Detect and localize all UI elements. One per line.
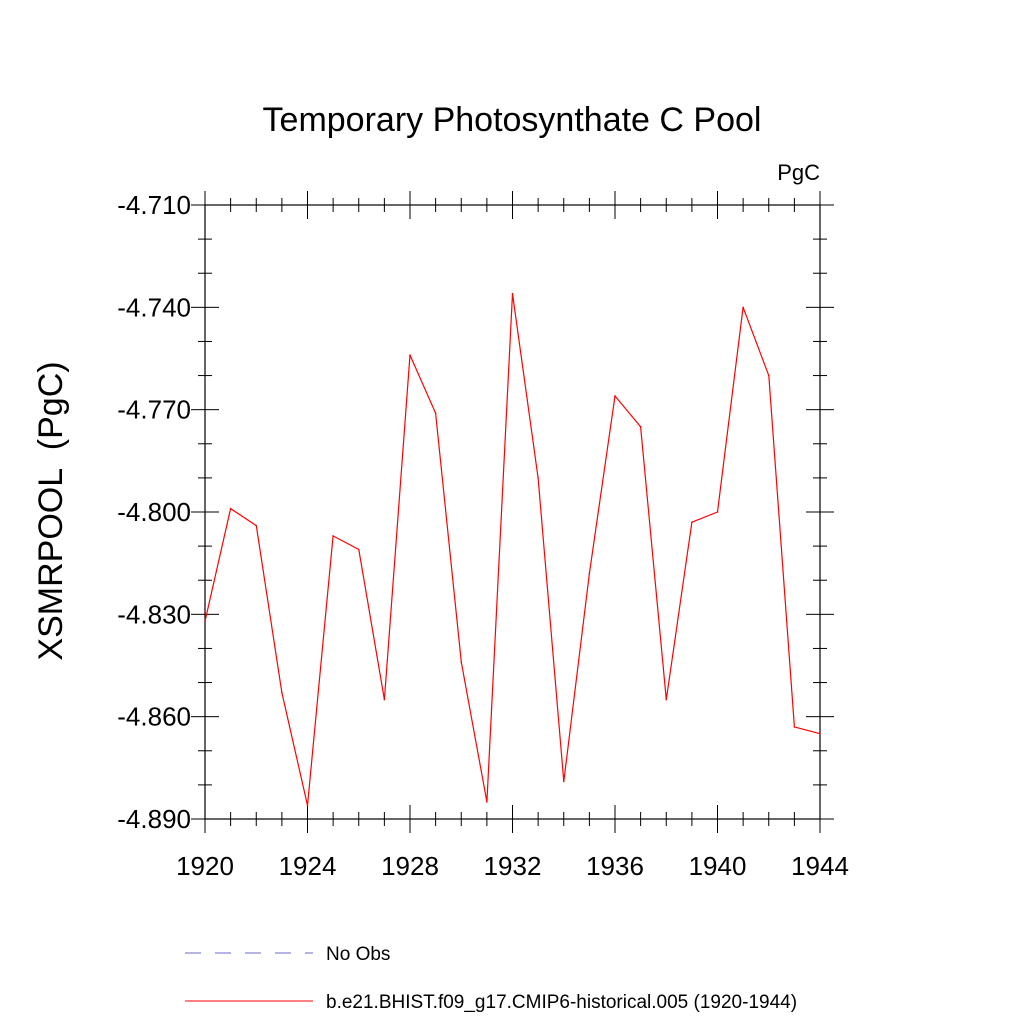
data-point: [306, 804, 309, 807]
y-tick-label: -4.740: [117, 292, 191, 322]
legend: No Obs b.e21.BHIST.f09_g17.CMIP6-historic…: [185, 944, 797, 1013]
data-point: [409, 354, 411, 356]
data-point: [819, 732, 821, 735]
data-point: [665, 698, 668, 701]
y-axis-label: XSMRPOOL (PgC): [32, 361, 70, 660]
x-tick-label: 1928: [381, 851, 439, 881]
data-point: [537, 477, 539, 479]
series-line: [204, 293, 821, 806]
units-label: PgC: [777, 160, 820, 185]
data-point: [229, 507, 232, 510]
legend-label: No Obs: [326, 944, 390, 965]
axes: -4.890 -4.860 -4.830 -4.800 -4.770 -4.740 -4.7…: [117, 190, 849, 881]
y-tick-label: -4.890: [117, 804, 191, 834]
y-tick-label: -4.710: [117, 190, 191, 220]
y-tick-label: -4.860: [117, 702, 191, 732]
x-tick-label: 1932: [484, 851, 542, 881]
data-point: [639, 425, 642, 428]
plot-series: [204, 292, 821, 807]
x-tick-label: 1920: [176, 851, 234, 881]
x-tick-label: 1924: [279, 851, 337, 881]
x-tick-label: 1944: [791, 851, 849, 881]
data-point: [332, 535, 334, 537]
data-point: [357, 548, 360, 551]
x-tick-label: 1940: [689, 851, 747, 881]
data-point: [691, 521, 693, 524]
data-point: [562, 780, 565, 783]
data-point: [434, 412, 437, 414]
data-point: [716, 511, 719, 513]
chart-title: Temporary Photosynthate C Pool: [263, 101, 762, 139]
y-tick-label: -4.800: [117, 497, 191, 527]
data-point: [588, 572, 591, 575]
data-point: [383, 698, 386, 701]
data-point: [460, 661, 463, 663]
data-point: [742, 306, 744, 309]
data-point: [511, 292, 514, 295]
y-tick-label: -4.770: [117, 395, 191, 425]
x-tick-label: 1936: [586, 851, 644, 881]
data-point: [614, 395, 616, 397]
data-point: [255, 524, 258, 527]
data-point: [281, 691, 283, 694]
y-tick-label: -4.830: [117, 599, 191, 629]
data-point: [486, 801, 488, 803]
legend-label: b.e21.BHIST.f09_g17.CMIP6-historical.005…: [326, 992, 797, 1013]
data-point: [793, 726, 796, 728]
data-point: [767, 374, 770, 377]
data-point: [204, 620, 206, 622]
